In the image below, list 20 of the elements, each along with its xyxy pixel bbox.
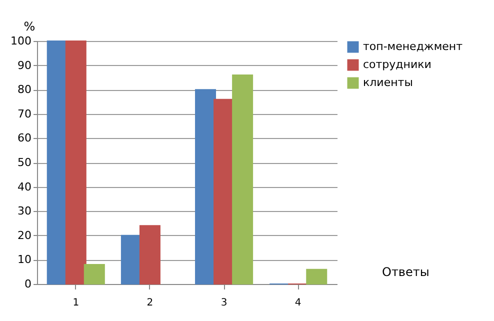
text: Ответы	[382, 265, 430, 279]
x-tick-label: 2	[146, 298, 154, 308]
y-axis-title: %	[24, 20, 36, 34]
legend-label: сотрудники	[363, 58, 432, 71]
y-tick-label: 70	[18, 107, 32, 120]
x-tick-label: 4	[294, 298, 302, 308]
x-tick-label: 1	[72, 298, 80, 308]
y-tick-label: 20	[18, 228, 32, 242]
y-tick-label: 10	[18, 253, 32, 266]
y-tick-label: 60	[18, 132, 32, 145]
legend-label: топ-менеджмент	[363, 40, 464, 53]
y-tick-label: 50	[18, 156, 32, 169]
y-tick-label: 80	[18, 83, 32, 96]
legend-label: клиенты	[363, 76, 413, 89]
y-tick-label: 30	[18, 204, 32, 218]
y-tick-label: 90	[18, 58, 32, 72]
y-tick-label: 40	[18, 180, 32, 194]
x-tick-label: 3	[220, 298, 228, 308]
y-tick-label: 0	[24, 278, 32, 290]
y-tick-label: 100	[10, 34, 32, 48]
